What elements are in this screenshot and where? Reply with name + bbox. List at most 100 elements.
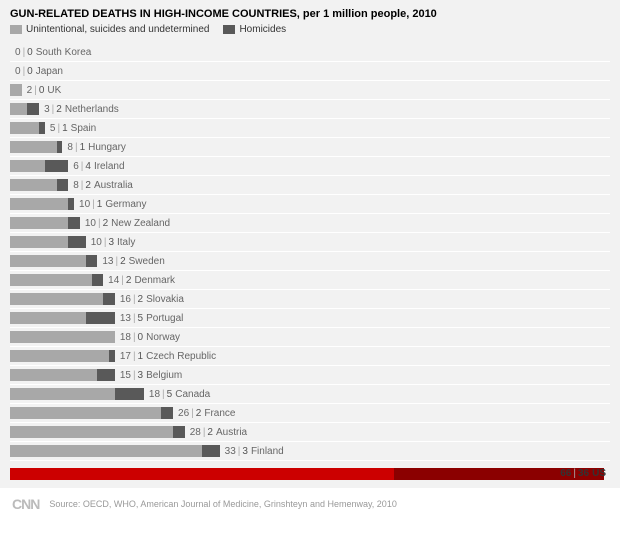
country-name: Denmark [134, 275, 175, 286]
value-series1: 5 [50, 123, 56, 134]
value-series1: 28 [190, 427, 201, 438]
separator: | [133, 370, 136, 381]
row-label: 10|3Italy [91, 237, 136, 248]
value-series2: 2 [85, 180, 91, 191]
row-label: 10|2New Zealand [85, 218, 170, 229]
country-name: US [592, 468, 606, 479]
value-series2: 0 [39, 85, 45, 96]
country-name: Spain [71, 123, 97, 134]
bar-series1 [10, 179, 57, 191]
bar-row: 33|3Finland [10, 442, 610, 461]
separator: | [133, 294, 136, 305]
row-label: 17|1Czech Republic [120, 351, 216, 362]
bar-series2 [92, 274, 104, 286]
bar-series2 [86, 255, 98, 267]
bar-row: 13|5Portugal [10, 309, 610, 328]
bar-series1 [10, 141, 57, 153]
value-series2: 2 [138, 294, 144, 305]
separator: | [121, 275, 124, 286]
value-series1: 17 [120, 351, 131, 362]
country-name: Finland [251, 446, 284, 457]
bar-row: 17|1Czech Republic [10, 347, 610, 366]
country-name: Netherlands [65, 104, 119, 115]
value-series2: 5 [138, 313, 144, 324]
country-name: Sweden [129, 256, 165, 267]
value-series2: 1 [62, 123, 68, 134]
bar-row: 28|2Austria [10, 423, 610, 442]
bar-series1 [10, 468, 394, 480]
chart-container: GUN-RELATED DEATHS IN HIGH-INCOME COUNTR… [0, 0, 620, 488]
value-series2: 2 [103, 218, 109, 229]
country-name: South Korea [36, 47, 92, 58]
bar-row: 16|2Slovakia [10, 290, 610, 309]
bar-wrap [10, 312, 115, 324]
bar-row: 5|1Spain [10, 119, 610, 138]
legend-item-series1: Unintentional, suicides and undetermined [10, 24, 209, 35]
value-series2: 3 [138, 370, 144, 381]
bar-wrap [10, 103, 39, 115]
value-series2: 0 [138, 332, 144, 343]
country-name: Japan [36, 66, 63, 77]
separator: | [133, 351, 136, 362]
bar-series2 [68, 198, 74, 210]
row-label: 26|2France [178, 408, 235, 419]
row-label: 18|0Norway [120, 332, 180, 343]
value-series1: 8 [67, 142, 73, 153]
value-series2: 1 [97, 199, 103, 210]
bar-series2 [27, 103, 39, 115]
bar-series1 [10, 160, 45, 172]
legend: Unintentional, suicides and undetermined… [10, 24, 610, 35]
value-series1: 10 [79, 199, 90, 210]
row-label: 14|2Denmark [108, 275, 175, 286]
separator: | [191, 408, 194, 419]
bar-row: 14|2Denmark [10, 271, 610, 290]
bar-row: 10|1Germany [10, 195, 610, 214]
value-series1: 13 [120, 313, 131, 324]
value-series1: 8 [73, 180, 79, 191]
value-series2: 3 [108, 237, 114, 248]
value-series1: 18 [149, 389, 160, 400]
country-name: Belgium [146, 370, 182, 381]
row-label: 28|2Austria [190, 427, 247, 438]
row-label: 3|2Netherlands [44, 104, 119, 115]
bar-series1 [10, 198, 68, 210]
bar-wrap [10, 236, 86, 248]
legend-label-series1: Unintentional, suicides and undetermined [26, 24, 209, 35]
bar-series1 [10, 274, 92, 286]
bar-series2 [103, 293, 115, 305]
bar-series1 [10, 236, 68, 248]
separator: | [133, 313, 136, 324]
bar-wrap [10, 350, 115, 362]
country-name: UK [47, 85, 61, 96]
bar-row: 26|2France [10, 404, 610, 423]
country-name: Canada [175, 389, 210, 400]
bar-series2 [115, 388, 144, 400]
bar-rows: 0|0South Korea0|0Japan2|0UK3|2Netherland… [10, 43, 610, 482]
bar-wrap [10, 331, 115, 343]
row-label: 8|1Hungary [67, 142, 126, 153]
bar-series1 [10, 388, 115, 400]
value-series1: 16 [120, 294, 131, 305]
separator: | [98, 218, 101, 229]
bar-series2 [97, 369, 114, 381]
row-label: 0|0Japan [15, 66, 63, 77]
row-label: 2|0UK [27, 85, 62, 96]
bar-row: 8|1Hungary [10, 138, 610, 157]
country-name: France [204, 408, 235, 419]
bar-row: 15|3Belgium [10, 366, 610, 385]
country-name: Austria [216, 427, 247, 438]
bar-series2 [109, 350, 115, 362]
separator: | [52, 104, 55, 115]
bar-series2 [57, 179, 69, 191]
separator: | [23, 47, 26, 58]
value-series1: 14 [108, 275, 119, 286]
bar-series2 [173, 426, 185, 438]
value-series1: 10 [85, 218, 96, 229]
bar-series1 [10, 122, 39, 134]
bar-series1 [10, 312, 86, 324]
separator: | [203, 427, 206, 438]
footer: CNN Source: OECD, WHO, American Journal … [0, 488, 620, 520]
value-series1: 13 [102, 256, 113, 267]
value-series2: 36 [578, 468, 589, 479]
bar-wrap [10, 468, 604, 480]
